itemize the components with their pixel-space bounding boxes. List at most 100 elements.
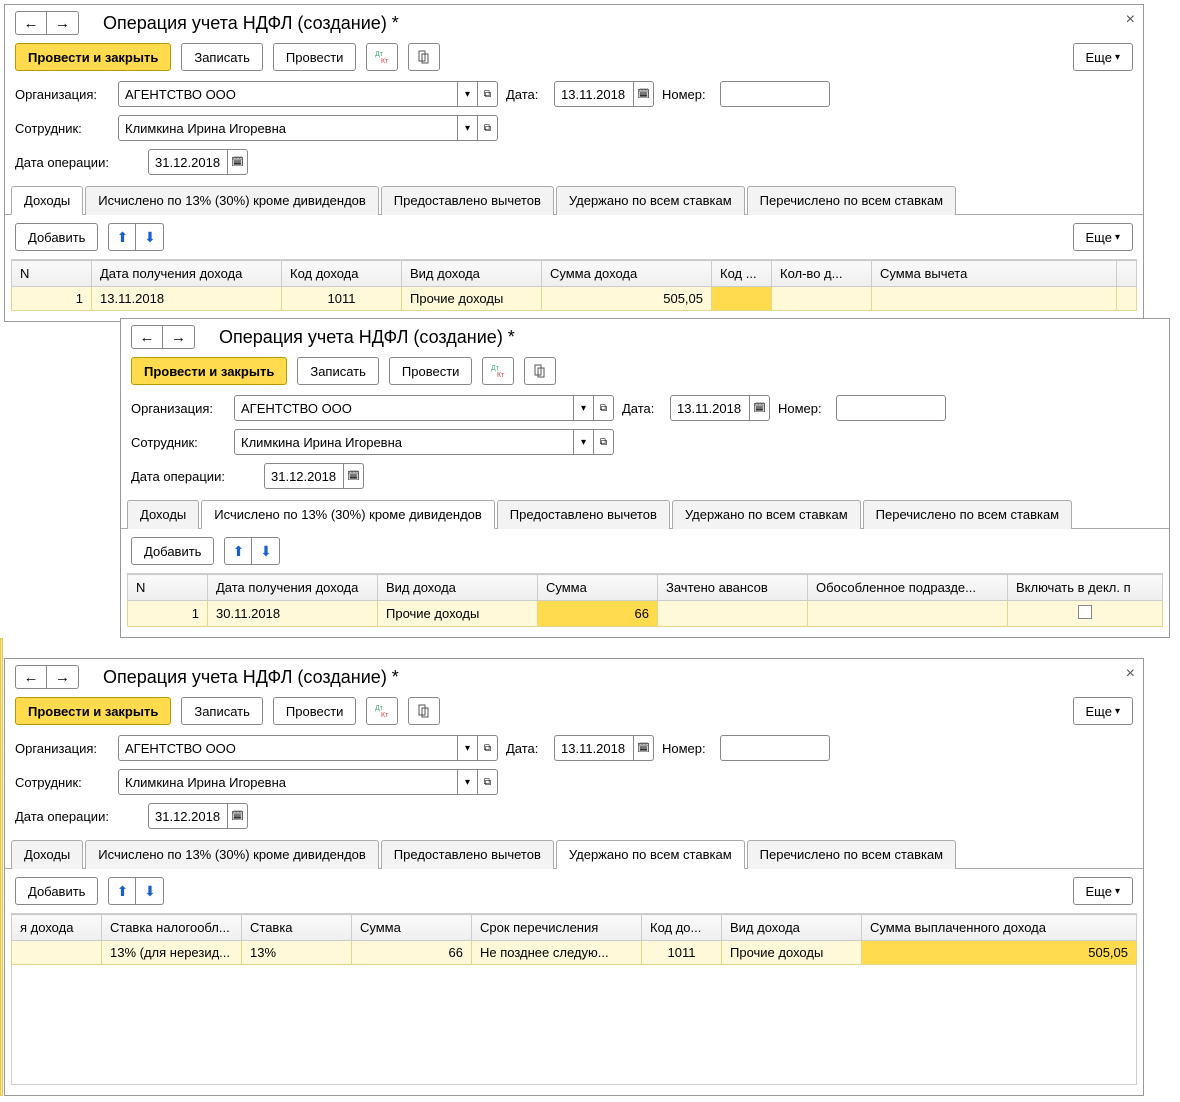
post-and-close-button[interactable]: Провести и закрыть <box>131 357 287 385</box>
org-field[interactable]: ▾ ⧉ <box>118 81 498 107</box>
table-row[interactable]: 1 13.11.2018 1011 Прочие доходы 505,05 <box>12 287 1137 311</box>
date-input[interactable] <box>554 81 634 107</box>
calendar-icon[interactable]: 🗓 <box>634 81 654 107</box>
dtkt-icon[interactable]: ДтКт <box>482 357 514 385</box>
post-button[interactable]: Провести <box>389 357 473 385</box>
post-button[interactable]: Провести <box>273 697 357 725</box>
col-type[interactable]: Вид дохода <box>378 575 538 601</box>
add-button[interactable]: Добавить <box>15 877 98 905</box>
open-icon[interactable]: ⧉ <box>478 115 498 141</box>
open-icon[interactable]: ⧉ <box>594 395 614 421</box>
move-down-icon[interactable]: ⬇ <box>136 223 164 251</box>
col-code[interactable]: Код дохода <box>282 261 402 287</box>
tab-transferred[interactable]: Перечислено по всем ставкам <box>747 186 956 215</box>
dtkt-icon[interactable]: ДтКт <box>366 43 398 71</box>
grid-calc13[interactable]: N Дата получения дохода Вид дохода Сумма… <box>127 573 1163 627</box>
dropdown-icon[interactable]: ▾ <box>458 81 478 107</box>
save-button[interactable]: Записать <box>181 697 263 725</box>
col-n[interactable]: N <box>12 261 92 287</box>
org-input[interactable] <box>234 395 574 421</box>
col-rate[interactable]: Ставка <box>242 915 352 941</box>
move-down-icon[interactable]: ⬇ <box>136 877 164 905</box>
dtkt-icon[interactable]: ДтКт <box>366 697 398 725</box>
tab-calc13[interactable]: Исчислено по 13% (30%) кроме дивидендов <box>85 186 379 215</box>
dropdown-icon[interactable]: ▾ <box>574 429 594 455</box>
num-input[interactable] <box>720 81 830 107</box>
nav-back[interactable]: ← <box>131 325 163 349</box>
date-input[interactable] <box>670 395 750 421</box>
move-down-icon[interactable]: ⬇ <box>252 537 280 565</box>
add-button[interactable]: Добавить <box>15 223 98 251</box>
open-icon[interactable]: ⧉ <box>594 429 614 455</box>
nav-back[interactable]: ← <box>15 665 47 689</box>
col-paid[interactable]: Сумма выплаченного дохода <box>862 915 1137 941</box>
checkbox[interactable] <box>1078 605 1092 619</box>
more-button[interactable]: Еще <box>1073 877 1133 905</box>
dropdown-icon[interactable]: ▾ <box>458 735 478 761</box>
grid-withheld[interactable]: я дохода Ставка налогообл... Ставка Сумм… <box>11 913 1137 965</box>
col-n[interactable]: N <box>128 575 208 601</box>
num-input[interactable] <box>720 735 830 761</box>
calendar-icon[interactable]: 🗓 <box>228 149 248 175</box>
col-advance[interactable]: Зачтено авансов <box>658 575 808 601</box>
nav-forward[interactable]: → <box>47 665 79 689</box>
tab-transferred[interactable]: Перечислено по всем ставкам <box>747 840 956 869</box>
attach-icon[interactable] <box>408 43 440 71</box>
tab-transferred[interactable]: Перечислено по всем ставкам <box>863 500 1072 529</box>
dropdown-icon[interactable]: ▾ <box>458 769 478 795</box>
col-ratetype[interactable]: Ставка налогообл... <box>102 915 242 941</box>
more-button[interactable]: Еще <box>1073 43 1133 71</box>
emp-input[interactable] <box>234 429 574 455</box>
col-type[interactable]: Вид дохода <box>722 915 862 941</box>
table-row[interactable]: 13% (для нерезид... 13% 66 Не позднее сл… <box>12 941 1137 965</box>
date-input[interactable] <box>554 735 634 761</box>
opdate-input[interactable] <box>148 149 228 175</box>
org-input[interactable] <box>118 735 458 761</box>
col-type[interactable]: Вид дохода <box>402 261 542 287</box>
move-up-icon[interactable]: ⬆ <box>108 223 136 251</box>
col-unit[interactable]: Обособленное подразде... <box>808 575 1008 601</box>
calendar-icon[interactable]: 🗓 <box>634 735 654 761</box>
nav-forward[interactable]: → <box>163 325 195 349</box>
col-term[interactable]: Срок перечисления <box>472 915 642 941</box>
add-button[interactable]: Добавить <box>131 537 214 565</box>
tab-deductions[interactable]: Предоставлено вычетов <box>381 840 554 869</box>
grid-incomes[interactable]: N Дата получения дохода Код дохода Вид д… <box>11 259 1137 311</box>
col-code[interactable]: Код до... <box>642 915 722 941</box>
post-and-close-button[interactable]: Провести и закрыть <box>15 43 171 71</box>
opdate-input[interactable] <box>264 463 344 489</box>
open-icon[interactable]: ⧉ <box>478 769 498 795</box>
col-sum[interactable]: Сумма <box>538 575 658 601</box>
save-button[interactable]: Записать <box>297 357 379 385</box>
calendar-icon[interactable]: 🗓 <box>750 395 770 421</box>
col-kod[interactable]: Код ... <box>712 261 772 287</box>
attach-icon[interactable] <box>524 357 556 385</box>
num-input[interactable] <box>836 395 946 421</box>
col-sum[interactable]: Сумма <box>352 915 472 941</box>
open-icon[interactable]: ⧉ <box>478 81 498 107</box>
emp-input[interactable] <box>118 769 458 795</box>
table-row[interactable]: 1 30.11.2018 Прочие доходы 66 <box>128 601 1163 627</box>
tab-calc13[interactable]: Исчислено по 13% (30%) кроме дивидендов <box>201 500 495 529</box>
more-button[interactable]: Еще <box>1073 223 1133 251</box>
nav-back[interactable]: ← <box>15 11 47 35</box>
nav-forward[interactable]: → <box>47 11 79 35</box>
dropdown-icon[interactable]: ▾ <box>458 115 478 141</box>
save-button[interactable]: Записать <box>181 43 263 71</box>
col-date[interactable]: Дата получения дохода <box>208 575 378 601</box>
tab-withheld[interactable]: Удержано по всем ставкам <box>556 186 745 215</box>
calendar-icon[interactable]: 🗓 <box>344 463 364 489</box>
tab-deductions[interactable]: Предоставлено вычетов <box>497 500 670 529</box>
org-input[interactable] <box>118 81 458 107</box>
opdate-field[interactable]: 🗓 <box>148 149 248 175</box>
post-and-close-button[interactable]: Провести и закрыть <box>15 697 171 725</box>
tab-withheld[interactable]: Удержано по всем ставкам <box>556 840 745 869</box>
close-icon[interactable]: × <box>1126 665 1135 683</box>
opdate-input[interactable] <box>148 803 228 829</box>
tab-deductions[interactable]: Предоставлено вычетов <box>381 186 554 215</box>
move-up-icon[interactable]: ⬆ <box>224 537 252 565</box>
col-qty[interactable]: Кол-во д... <box>772 261 872 287</box>
date-field[interactable]: 🗓 <box>554 81 654 107</box>
col-sum[interactable]: Сумма дохода <box>542 261 712 287</box>
tab-incomes[interactable]: Доходы <box>127 500 199 529</box>
